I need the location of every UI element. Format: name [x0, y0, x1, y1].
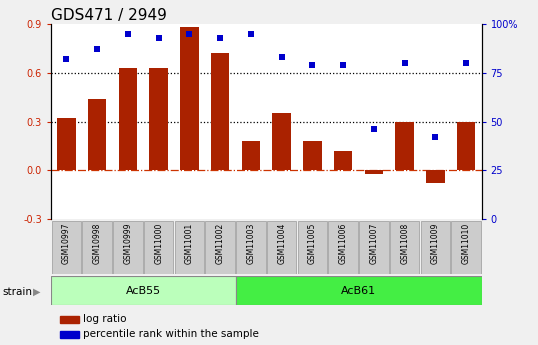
Text: GDS471 / 2949: GDS471 / 2949 — [51, 8, 167, 23]
FancyBboxPatch shape — [267, 221, 296, 274]
Text: GSM11008: GSM11008 — [400, 223, 409, 264]
Bar — [60, 331, 79, 338]
FancyBboxPatch shape — [206, 221, 235, 274]
Point — [185, 31, 194, 37]
Text: AcB55: AcB55 — [126, 286, 161, 296]
Point — [124, 31, 132, 37]
Point — [431, 135, 440, 140]
Text: GSM11010: GSM11010 — [462, 223, 471, 264]
FancyBboxPatch shape — [421, 221, 450, 274]
Bar — [57, 118, 76, 170]
Text: GSM11001: GSM11001 — [185, 223, 194, 264]
FancyBboxPatch shape — [51, 276, 236, 305]
Text: ▶: ▶ — [33, 287, 41, 296]
Point — [93, 47, 102, 52]
Point — [339, 62, 348, 68]
FancyBboxPatch shape — [82, 221, 112, 274]
FancyBboxPatch shape — [328, 221, 358, 274]
Text: GSM11005: GSM11005 — [308, 223, 317, 264]
FancyBboxPatch shape — [144, 221, 173, 274]
FancyBboxPatch shape — [236, 221, 266, 274]
Bar — [365, 170, 383, 174]
Bar — [60, 316, 79, 323]
FancyBboxPatch shape — [359, 221, 388, 274]
Bar — [211, 53, 229, 170]
FancyBboxPatch shape — [298, 221, 327, 274]
Point — [462, 60, 470, 66]
Bar — [303, 141, 322, 170]
Bar — [426, 170, 444, 183]
Text: GSM11009: GSM11009 — [431, 223, 440, 264]
FancyBboxPatch shape — [451, 221, 481, 274]
Text: GSM10999: GSM10999 — [123, 223, 132, 264]
Bar — [272, 114, 291, 170]
Text: GSM11000: GSM11000 — [154, 223, 163, 264]
Text: GSM10998: GSM10998 — [93, 223, 102, 264]
Text: GSM11003: GSM11003 — [246, 223, 256, 264]
FancyBboxPatch shape — [52, 221, 81, 274]
Point — [246, 31, 255, 37]
FancyBboxPatch shape — [236, 276, 482, 305]
Text: GSM11006: GSM11006 — [338, 223, 348, 264]
Text: strain: strain — [3, 287, 33, 296]
Text: GSM11002: GSM11002 — [216, 223, 225, 264]
Point — [400, 60, 409, 66]
FancyBboxPatch shape — [175, 221, 204, 274]
Bar — [88, 99, 107, 170]
Text: percentile rank within the sample: percentile rank within the sample — [83, 329, 259, 339]
FancyBboxPatch shape — [113, 221, 143, 274]
Text: AcB61: AcB61 — [341, 286, 376, 296]
Bar — [242, 141, 260, 170]
Point — [370, 127, 378, 132]
Bar — [457, 122, 476, 170]
Text: GSM10997: GSM10997 — [62, 223, 71, 264]
Point — [216, 35, 224, 41]
Bar — [119, 68, 137, 170]
Bar — [395, 122, 414, 170]
Bar — [150, 68, 168, 170]
Text: GSM11004: GSM11004 — [277, 223, 286, 264]
Bar — [180, 27, 199, 170]
Text: GSM11007: GSM11007 — [370, 223, 378, 264]
Point — [62, 57, 71, 62]
Point — [278, 55, 286, 60]
Text: log ratio: log ratio — [83, 315, 127, 324]
Point — [308, 62, 317, 68]
Point — [154, 35, 163, 41]
FancyBboxPatch shape — [390, 221, 420, 274]
Bar — [334, 151, 352, 170]
